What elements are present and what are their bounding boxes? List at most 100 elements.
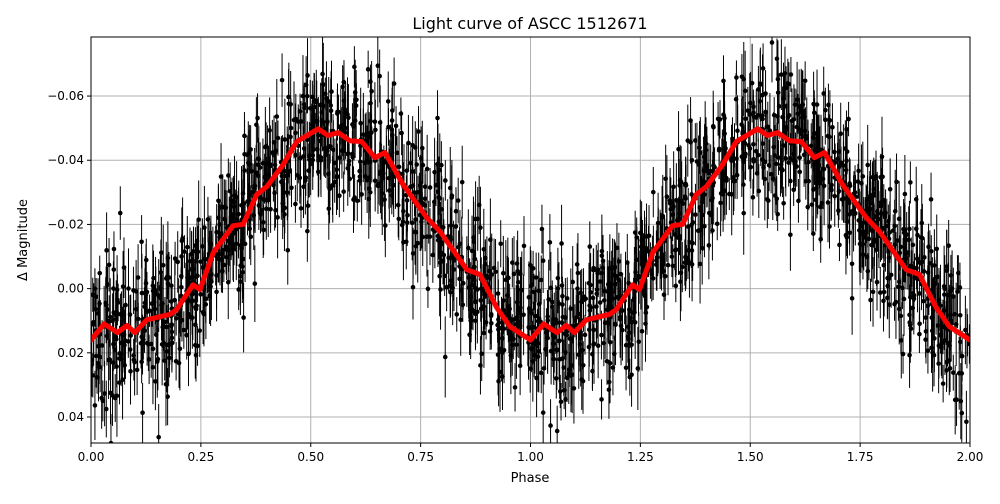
point-marker: [284, 174, 289, 179]
point-marker: [275, 215, 280, 220]
point-marker: [383, 223, 388, 228]
point-marker: [352, 65, 357, 70]
point-marker: [548, 240, 553, 245]
point-marker: [896, 285, 901, 290]
point-marker: [751, 110, 756, 115]
point-marker: [316, 154, 321, 159]
point-marker: [591, 296, 596, 301]
point-marker: [673, 248, 678, 253]
point-marker: [122, 363, 127, 368]
point-marker: [868, 298, 873, 303]
point-marker: [844, 158, 849, 163]
point-marker: [690, 158, 695, 163]
point-marker: [663, 176, 668, 181]
point-marker: [128, 312, 133, 317]
point-marker: [131, 288, 136, 293]
point-marker: [771, 145, 776, 150]
point-marker: [870, 175, 875, 180]
point-marker: [770, 40, 775, 45]
point-marker: [329, 108, 334, 113]
point-marker: [767, 163, 772, 168]
point-marker: [144, 258, 149, 263]
point-marker: [165, 394, 170, 399]
point-marker: [797, 155, 802, 160]
point-marker: [666, 263, 671, 268]
point-marker: [946, 293, 951, 298]
point-marker: [305, 73, 310, 78]
point-marker: [128, 369, 133, 374]
point-marker: [964, 419, 969, 424]
point-marker: [746, 108, 751, 113]
point-marker: [346, 115, 351, 120]
point-marker: [698, 150, 703, 155]
point-marker: [754, 149, 759, 154]
point-marker: [829, 188, 834, 193]
point-marker: [414, 230, 419, 235]
point-marker: [399, 131, 404, 136]
point-marker: [763, 160, 768, 165]
point-marker: [541, 410, 546, 415]
point-marker: [696, 228, 701, 233]
point-marker: [671, 264, 676, 269]
point-marker: [513, 385, 518, 390]
point-marker: [908, 180, 913, 185]
point-marker: [497, 320, 502, 325]
point-marker: [254, 170, 259, 175]
point-marker: [775, 114, 780, 119]
point-marker: [145, 309, 150, 314]
point-marker: [314, 100, 319, 105]
point-marker: [394, 124, 399, 129]
point-marker: [897, 217, 902, 222]
point-marker: [283, 137, 288, 142]
point-marker: [909, 263, 914, 268]
point-marker: [275, 114, 280, 119]
point-marker: [285, 248, 290, 253]
point-marker: [342, 98, 347, 103]
point-marker: [645, 305, 650, 310]
point-marker: [299, 206, 304, 211]
point-marker: [818, 205, 823, 210]
point-marker: [822, 184, 827, 189]
point-marker: [844, 233, 849, 238]
point-marker: [805, 205, 810, 210]
point-marker: [903, 192, 908, 197]
point-marker: [837, 243, 842, 248]
point-marker: [108, 315, 113, 320]
point-marker: [613, 282, 618, 287]
point-marker: [907, 353, 912, 358]
point-marker: [104, 248, 109, 253]
point-marker: [479, 286, 484, 291]
point-marker: [340, 148, 345, 153]
point-marker: [289, 126, 294, 131]
point-marker: [366, 67, 371, 72]
point-marker: [135, 368, 140, 373]
point-marker: [801, 102, 806, 107]
point-marker: [741, 211, 746, 216]
point-marker: [775, 56, 780, 61]
point-marker: [405, 198, 410, 203]
point-marker: [635, 257, 640, 262]
point-marker: [958, 313, 963, 318]
point-marker: [435, 116, 440, 121]
point-marker: [587, 345, 592, 350]
point-marker: [693, 212, 698, 217]
point-marker: [156, 435, 161, 440]
point-marker: [482, 331, 487, 336]
point-marker: [454, 312, 459, 317]
point-marker: [774, 196, 779, 201]
point-marker: [373, 128, 378, 133]
point-marker: [112, 247, 117, 252]
point-marker: [364, 133, 369, 138]
point-marker: [167, 356, 172, 361]
point-marker: [416, 129, 421, 134]
point-marker: [937, 301, 942, 306]
point-marker: [751, 142, 756, 147]
point-marker: [717, 147, 722, 152]
point-marker: [882, 290, 887, 295]
point-marker: [934, 247, 939, 252]
point-marker: [347, 177, 352, 182]
point-marker: [788, 156, 793, 161]
point-marker: [761, 66, 766, 71]
point-marker: [576, 271, 581, 276]
